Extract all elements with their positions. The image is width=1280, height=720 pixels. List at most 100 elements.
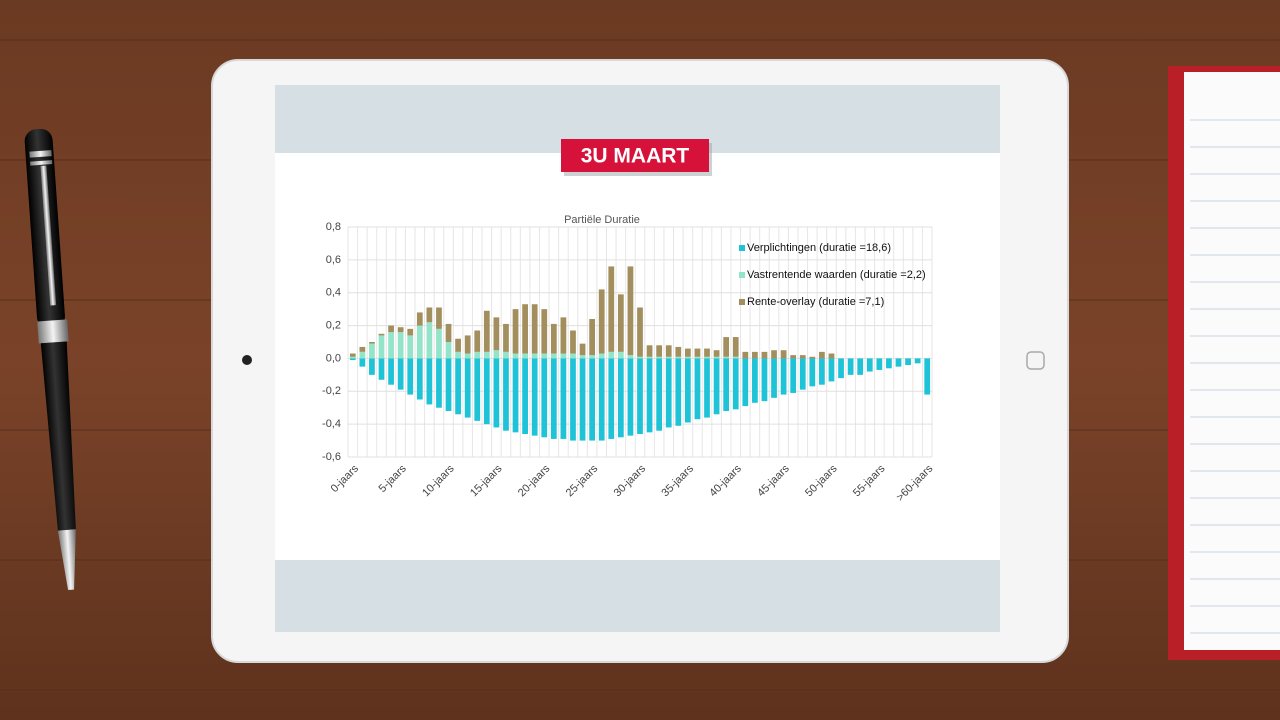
bar <box>819 358 825 385</box>
bar <box>445 342 452 359</box>
legend-swatch <box>739 245 745 251</box>
bar <box>694 356 701 359</box>
bar <box>608 266 615 352</box>
bar <box>828 358 835 382</box>
bar <box>493 317 500 351</box>
bar <box>512 353 519 359</box>
y-tick-label: -0,4 <box>322 418 341 430</box>
legend-swatch <box>739 272 745 278</box>
bar <box>455 338 461 352</box>
bar <box>732 358 739 410</box>
home-button[interactable] <box>1026 351 1045 370</box>
bar <box>598 353 605 359</box>
bar <box>445 358 452 411</box>
bar <box>436 358 442 408</box>
y-tick-label: -0,2 <box>322 385 341 397</box>
bar <box>886 358 892 369</box>
bar <box>474 351 481 359</box>
bar <box>627 266 634 356</box>
bar <box>512 358 519 433</box>
bar <box>531 304 538 354</box>
bar <box>665 356 672 359</box>
bar <box>790 355 797 359</box>
bar <box>369 343 375 359</box>
bar <box>780 358 787 395</box>
bar <box>675 346 682 357</box>
bar <box>924 358 931 395</box>
bar <box>378 335 385 359</box>
bar <box>407 328 414 336</box>
bar <box>493 350 500 359</box>
bar <box>522 358 528 434</box>
bar <box>483 310 490 352</box>
bar <box>416 358 423 400</box>
bar <box>617 294 624 352</box>
y-tick-label: 0,8 <box>326 221 341 233</box>
bar <box>388 325 394 333</box>
bar <box>503 323 509 352</box>
bar <box>617 351 624 359</box>
bar <box>503 358 509 431</box>
bar <box>359 346 366 352</box>
y-tick-label: 0,2 <box>326 319 341 331</box>
pen <box>24 128 76 590</box>
bar <box>570 358 576 441</box>
bar <box>416 325 423 359</box>
bar <box>426 307 433 323</box>
bar <box>895 358 902 367</box>
bar <box>493 358 500 428</box>
bar <box>684 358 691 423</box>
bar <box>579 355 586 359</box>
bar <box>474 358 481 421</box>
bar <box>627 358 634 436</box>
bar <box>369 358 375 375</box>
bar <box>684 356 691 359</box>
bar <box>369 342 375 344</box>
bar <box>579 358 586 441</box>
bar <box>732 337 739 357</box>
bar <box>742 358 749 407</box>
bar <box>723 337 730 357</box>
chart-title: Partiële Duratie <box>564 214 640 226</box>
bar <box>809 358 816 387</box>
bar <box>531 353 538 359</box>
bar <box>713 356 720 359</box>
bar <box>378 358 385 380</box>
bar <box>483 351 490 359</box>
bar <box>742 351 749 359</box>
bar <box>646 358 653 433</box>
camera <box>242 355 252 365</box>
legend-label: Verplichtingen (duratie =18,6) <box>747 242 891 254</box>
bar <box>570 353 576 359</box>
bar <box>550 358 557 439</box>
bar <box>550 353 557 359</box>
bar <box>780 350 787 359</box>
notebook-lines <box>1190 119 1280 634</box>
bar <box>876 358 883 370</box>
badge-text: 3U MAART <box>581 145 690 168</box>
y-tick-label: 0,4 <box>326 287 341 299</box>
bar <box>541 353 548 359</box>
bar <box>349 358 356 361</box>
bar <box>589 358 596 441</box>
bar <box>455 358 461 415</box>
bar <box>704 358 710 418</box>
bar <box>416 312 423 326</box>
bar <box>694 348 701 357</box>
bar <box>426 322 433 359</box>
notebook-page <box>1184 72 1280 650</box>
bar <box>503 351 509 359</box>
bar <box>589 319 596 356</box>
bar <box>388 332 394 359</box>
bar <box>665 358 672 428</box>
bar <box>713 358 720 415</box>
bar <box>397 327 404 333</box>
y-tick-label: 0,6 <box>326 254 341 266</box>
bar <box>656 358 663 431</box>
bar <box>905 358 911 365</box>
bar <box>723 356 730 359</box>
bar <box>388 358 394 385</box>
y-tick-label: 0,0 <box>326 352 341 364</box>
bar <box>426 358 433 405</box>
bar <box>761 351 768 359</box>
